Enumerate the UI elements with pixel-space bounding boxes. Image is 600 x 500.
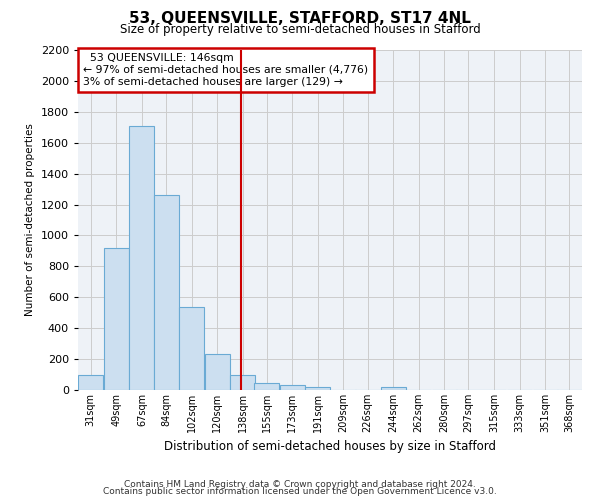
Bar xyxy=(179,306,204,390)
Text: Contains HM Land Registry data © Crown copyright and database right 2024.: Contains HM Land Registry data © Crown c… xyxy=(124,480,476,489)
Bar xyxy=(305,387,331,390)
Bar xyxy=(130,126,154,390)
Bar xyxy=(230,374,255,390)
Bar xyxy=(380,387,406,390)
Bar xyxy=(280,386,305,390)
Bar xyxy=(78,374,103,390)
Text: Contains public sector information licensed under the Open Government Licence v3: Contains public sector information licen… xyxy=(103,487,497,496)
Bar xyxy=(254,383,280,390)
Bar xyxy=(154,196,179,390)
Bar xyxy=(104,248,129,390)
Y-axis label: Number of semi-detached properties: Number of semi-detached properties xyxy=(25,124,35,316)
Text: Size of property relative to semi-detached houses in Stafford: Size of property relative to semi-detach… xyxy=(119,22,481,36)
Text: 53 QUEENSVILLE: 146sqm  
← 97% of semi-detached houses are smaller (4,776)
3% of: 53 QUEENSVILLE: 146sqm ← 97% of semi-det… xyxy=(83,54,368,86)
Text: 53, QUEENSVILLE, STAFFORD, ST17 4NL: 53, QUEENSVILLE, STAFFORD, ST17 4NL xyxy=(129,11,471,26)
X-axis label: Distribution of semi-detached houses by size in Stafford: Distribution of semi-detached houses by … xyxy=(164,440,496,454)
Bar xyxy=(205,354,230,390)
